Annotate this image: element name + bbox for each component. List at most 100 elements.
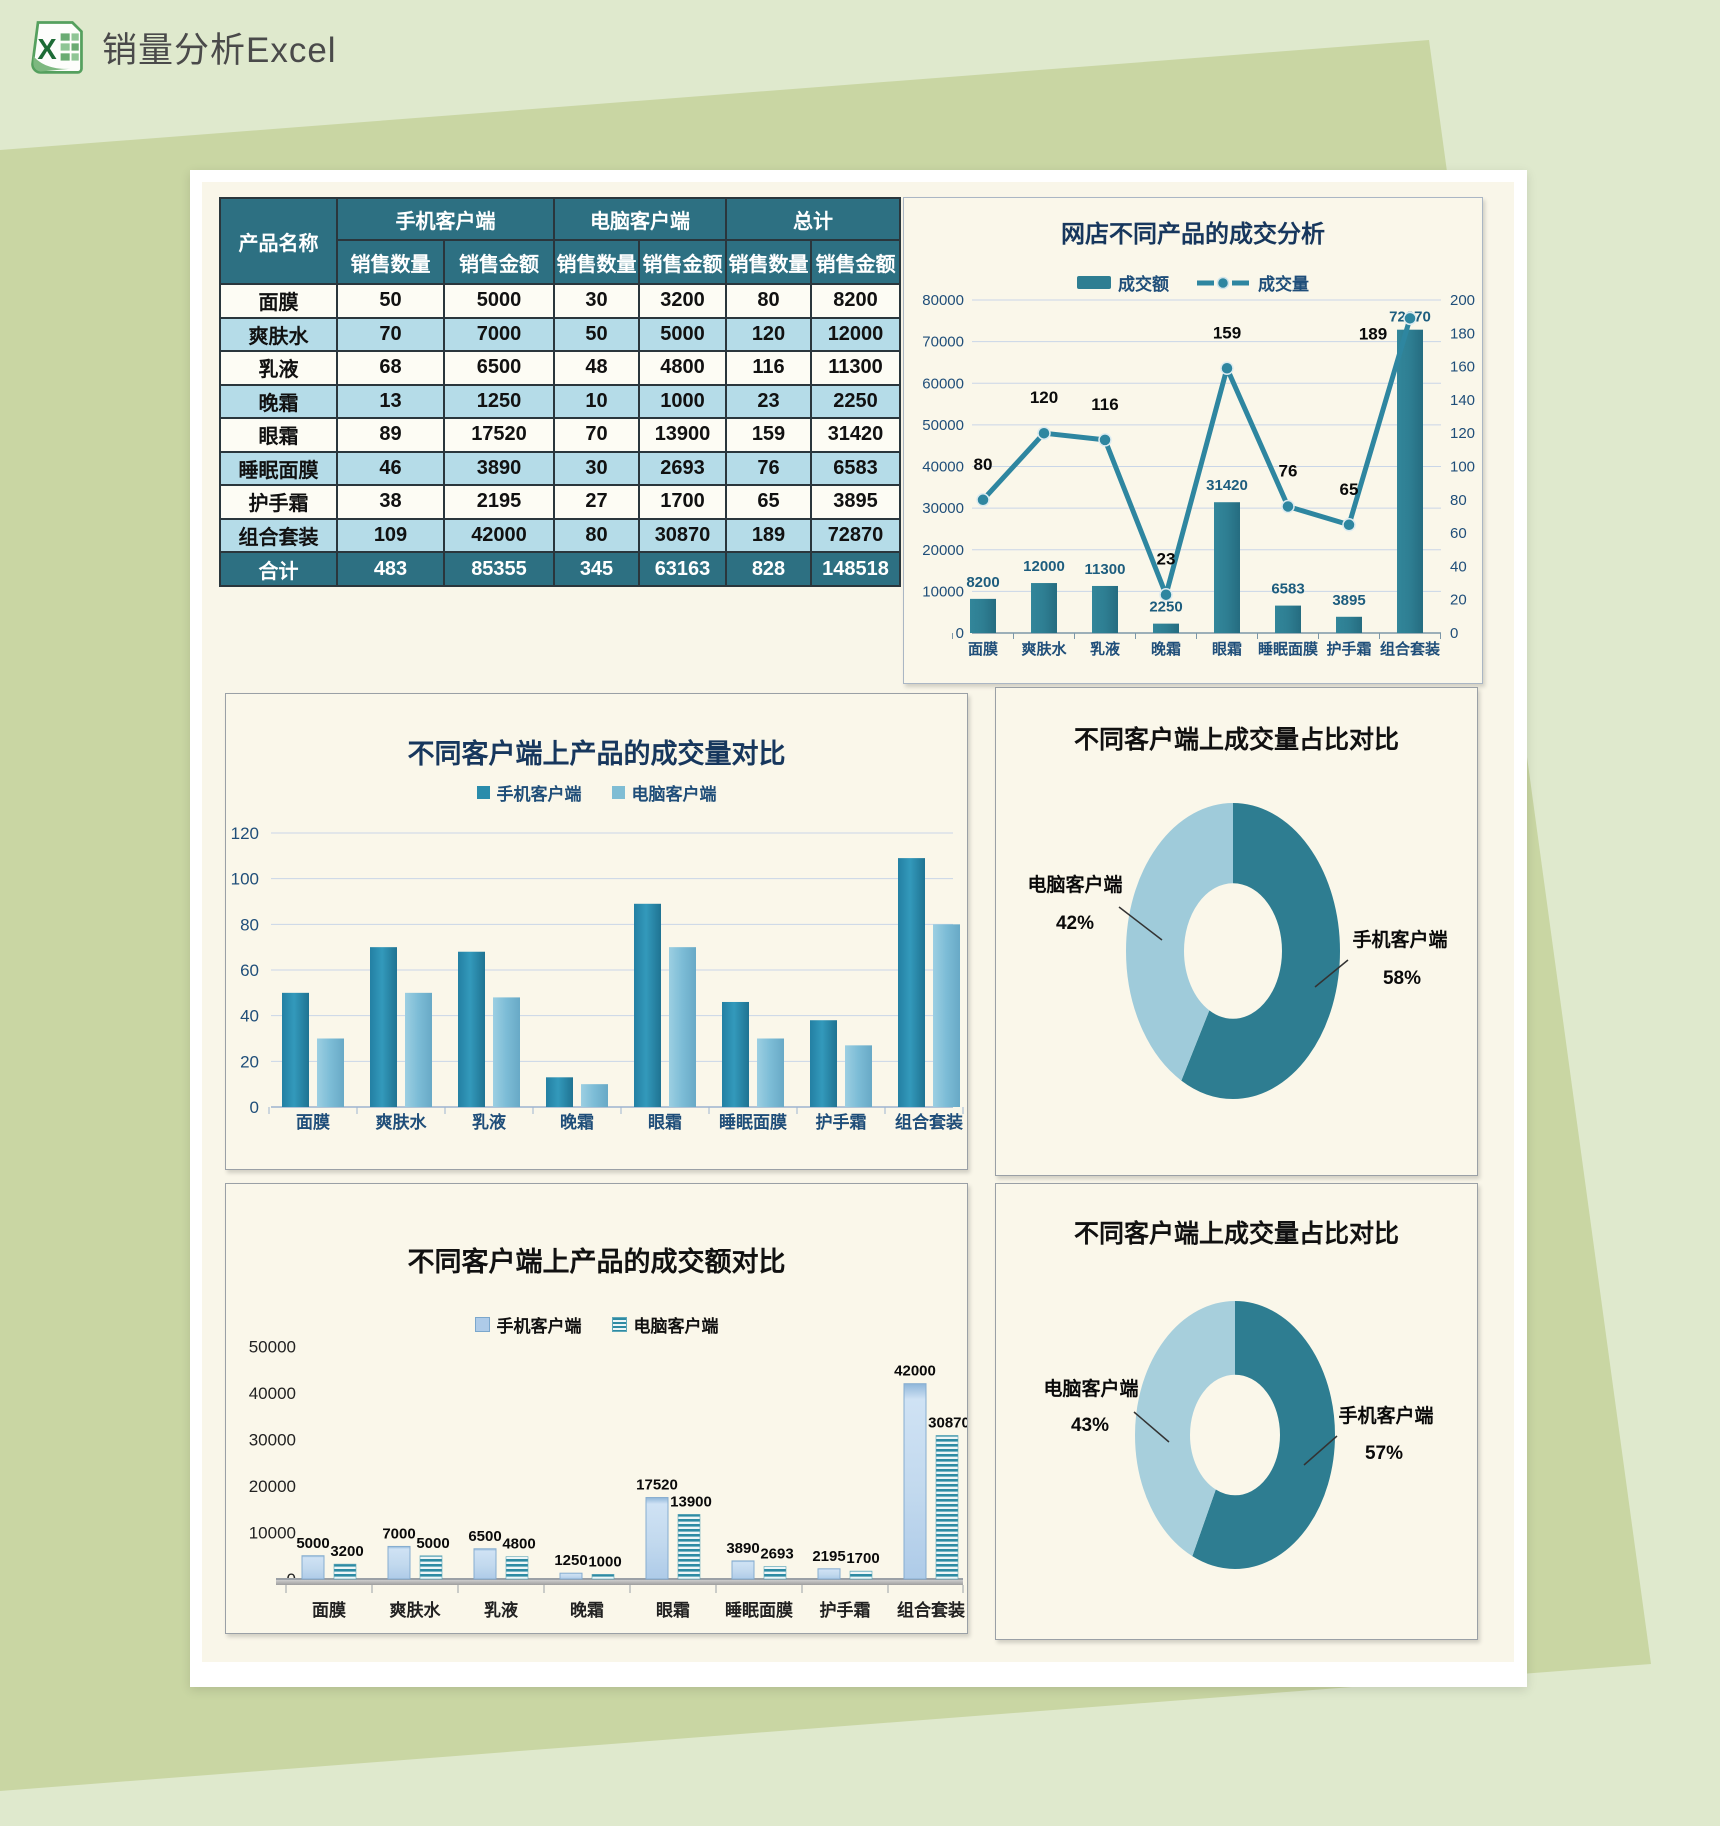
table-header-product: 产品名称 — [219, 197, 338, 285]
amount-donut-panel: 不同客户端上成交量占比对比 手机客户端 57% 电脑客户端 43% — [995, 1183, 1478, 1640]
table-sub-header: 销售数量 — [336, 239, 445, 285]
chart-text: 4800 — [502, 1536, 535, 1553]
total-value-cell: 345 — [553, 551, 640, 587]
legend-label: 成交量 — [1258, 275, 1309, 294]
legend-label: 成交额 — [1118, 275, 1169, 294]
chart-text: 睡眠面膜 — [1258, 640, 1318, 658]
table-sub-header: 销售数量 — [553, 239, 640, 285]
chart-text: 80 — [1450, 492, 1467, 509]
legend-item: 成交量 — [1195, 270, 1309, 295]
line-marker — [976, 493, 990, 507]
bar — [898, 858, 925, 1107]
value-cell: 5000 — [638, 316, 727, 352]
chart-text: 50000 — [249, 1338, 296, 1357]
chart-text: 30870 — [928, 1414, 967, 1431]
chart-text: 睡眠面膜 — [719, 1112, 787, 1132]
bar — [301, 1555, 325, 1580]
value-cell: 3200 — [638, 283, 727, 319]
quantity-bar-chart: 0 20 40 60 80 100 120 面膜 爽肤水 乳液 晚霜 眼霜 睡眠面膜 护手霜 组合套装 — [231, 824, 964, 1132]
value-cell: 1250 — [443, 383, 555, 419]
table-sub-header: 销售金额 — [810, 239, 901, 285]
leader-line — [1133, 1411, 1170, 1443]
quantity-donut-panel: 不同客户端上成交量占比对比 手机客户端 58% 电脑客户端 42% — [995, 687, 1478, 1176]
chart-text: 睡眠面膜 — [725, 1600, 793, 1620]
bar — [634, 903, 661, 1107]
bar — [722, 1001, 749, 1107]
legend-item: 电脑客户端 — [611, 1312, 719, 1337]
sales-table: 产品名称 手机客户端 电脑客户端 总计 销售数量 销售金额 销售数量 销售金额 销售数量 销售金额… — [219, 197, 901, 587]
quantity-donut-chart: 手机客户端 58% 电脑客户端 42% — [1027, 803, 1448, 1099]
chart-text: 20000 — [922, 542, 964, 559]
bar — [1336, 616, 1362, 633]
line-marker — [1037, 426, 1051, 440]
chart-text: 乳液 — [1090, 640, 1121, 658]
legend-label: 手机客户端 — [496, 1317, 582, 1336]
value-cell: 13 — [336, 383, 445, 419]
bar — [933, 924, 960, 1107]
value-cell: 65 — [725, 484, 812, 520]
chart-text: 手机客户端 — [1352, 928, 1447, 951]
page-title: 销量分析Excel — [102, 30, 337, 70]
chart-text: 42% — [1056, 913, 1094, 934]
phone-series-swatch-icon — [474, 1317, 490, 1332]
value-cell: 11300 — [810, 350, 901, 386]
bar — [546, 1077, 573, 1107]
bar — [333, 1563, 357, 1580]
table-sub-header: 销售金额 — [638, 239, 727, 285]
chart-text: 60000 — [922, 375, 964, 392]
chart-text: 42000 — [894, 1363, 936, 1380]
chart-text: 20 — [240, 1052, 259, 1071]
chart-legend: 成交额 成交量 — [904, 270, 1482, 295]
amount-donut-chart: 手机客户端 57% 电脑客户端 43% — [1043, 1300, 1434, 1570]
chart-text: 5000 — [296, 1535, 329, 1552]
bar — [970, 598, 996, 633]
chart-text: 晚霜 — [570, 1600, 604, 1620]
chart-text: 眼霜 — [648, 1113, 682, 1132]
value-cell: 30 — [553, 450, 640, 486]
chart-text: 护手霜 — [816, 1112, 867, 1132]
value-cell: 80 — [553, 517, 640, 553]
legend-item: 成交额 — [1077, 270, 1169, 295]
bar — [1031, 583, 1057, 633]
value-cell: 89 — [336, 417, 445, 453]
value-cell: 6583 — [810, 450, 901, 486]
value-cell: 76 — [725, 450, 812, 486]
table-row: 组合套装 109 42000 80 30870 189 72870 — [219, 517, 901, 553]
chart-text: 120 — [1450, 425, 1475, 442]
value-cell: 42000 — [443, 517, 555, 553]
total-value-cell: 148518 — [810, 551, 901, 587]
bar — [282, 992, 309, 1107]
value-cell: 46 — [336, 450, 445, 486]
value-cell: 12000 — [810, 316, 901, 352]
donut-group — [1126, 803, 1340, 1099]
chart-text: 2195 — [812, 1548, 845, 1565]
bar-series-swatch-icon — [1077, 276, 1111, 289]
table-row: 护手霜 38 2195 27 1700 65 3895 — [219, 484, 901, 520]
value-cell: 3890 — [443, 450, 555, 486]
chart-text: 0 — [1450, 625, 1458, 642]
bar — [317, 1038, 344, 1107]
bar — [405, 992, 432, 1107]
chart-text: 23 — [1157, 550, 1176, 569]
value-cell: 30 — [553, 283, 640, 319]
line-marker — [1403, 311, 1417, 326]
value-cell: 2250 — [810, 383, 901, 419]
combo-chart-panel: 网店不同产品的成交分析 成交额 成交量 0 10000 20000 30000 4000… — [903, 197, 1483, 684]
chart-text: 面膜 — [312, 1600, 346, 1620]
chart-text: 0 — [956, 625, 964, 642]
bar — [763, 1566, 787, 1580]
value-cell: 30870 — [638, 517, 727, 553]
chart-text: 20 — [1450, 592, 1467, 609]
legend-item: 手机客户端 — [476, 780, 582, 805]
product-name-cell: 睡眠面膜 — [219, 450, 338, 486]
svg-text:X: X — [37, 34, 57, 66]
chart-text: 40000 — [922, 459, 964, 476]
table-row: 晚霜 13 1250 10 1000 23 2250 — [219, 383, 901, 419]
chart-text: 76 — [1279, 461, 1298, 480]
table-sub-header: 销售金额 — [443, 239, 555, 285]
bar — [1092, 585, 1118, 633]
pc-series-swatch-icon — [611, 1317, 627, 1332]
amount-bar-chart-panel: 不同客户端上产品的成交额对比 手机客户端 电脑客户端 0100002000030… — [225, 1183, 968, 1634]
line-marker — [1159, 587, 1173, 602]
chart-text: 43% — [1071, 1415, 1109, 1436]
